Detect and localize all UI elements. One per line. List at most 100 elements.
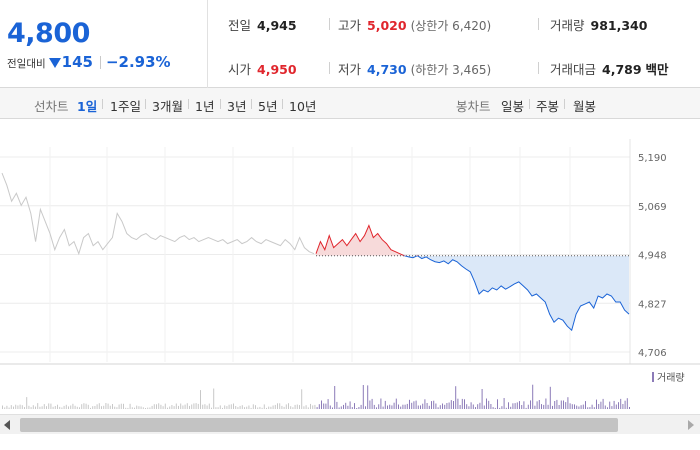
tab-candle-monthly[interactable]: 월봉 xyxy=(573,99,597,114)
volume-bar xyxy=(611,406,613,409)
tab-period-1d[interactable]: 1일 xyxy=(77,99,98,114)
volume-bar xyxy=(585,401,586,409)
series-line-previous xyxy=(1,172,315,256)
volume-bar xyxy=(358,407,360,409)
volume-bar xyxy=(283,406,285,409)
volume-bar xyxy=(252,404,254,409)
volume-bar xyxy=(103,405,105,409)
volume-bar xyxy=(193,403,195,409)
volume-bar xyxy=(499,407,501,409)
volume-bar xyxy=(318,404,320,409)
volume-bar xyxy=(510,406,512,409)
volume-bar xyxy=(35,406,36,409)
chart-scrollbar[interactable] xyxy=(0,414,700,434)
volume-bar xyxy=(450,400,452,409)
volume-bar xyxy=(464,399,465,409)
volume-bar xyxy=(534,405,536,409)
tab-candle-daily[interactable]: 일봉 xyxy=(501,99,525,114)
volume-bar xyxy=(466,404,468,409)
tab-period-3y[interactable]: 3년 xyxy=(227,99,247,114)
volume-bar xyxy=(400,406,402,409)
volume-bar xyxy=(147,407,149,409)
stat-unit: 백만 xyxy=(645,62,669,77)
volume-legend: 거래량 xyxy=(652,372,685,384)
tab-period-5y[interactable]: 5년 xyxy=(258,99,278,114)
volume-bar xyxy=(521,405,523,409)
volume-bar xyxy=(327,399,329,409)
volume-bar xyxy=(257,407,259,409)
volume-bar xyxy=(37,403,39,409)
tab-period-3m[interactable]: 3개월 xyxy=(152,99,183,114)
volume-bar xyxy=(310,403,311,409)
volume-legend-swatch xyxy=(652,372,654,382)
volume-bar xyxy=(494,407,496,409)
volume-bar xyxy=(470,402,472,409)
volume-bar xyxy=(415,400,417,409)
volume-bar xyxy=(596,399,597,409)
volume-bar xyxy=(250,407,252,409)
tab-period-1y[interactable]: 1년 xyxy=(195,99,215,114)
stat-label: 저가 xyxy=(338,62,362,77)
volume-bar xyxy=(477,404,479,409)
tab-period-10y[interactable]: 10년 xyxy=(289,99,317,114)
volume-bar xyxy=(255,405,256,409)
volume-bar xyxy=(602,398,604,409)
volume-bar xyxy=(411,402,413,409)
price-summary: 4,800 전일대비 145 −2.93% xyxy=(0,0,208,88)
volume-bar xyxy=(17,405,19,409)
volume-bar xyxy=(186,403,188,409)
volume-bar xyxy=(424,399,426,409)
volume-bar xyxy=(316,407,318,409)
volume-bar xyxy=(417,405,419,409)
price-chart[interactable]: 5,190 5,069 4,948 4,827 4,706 거래량 xyxy=(0,119,700,414)
volume-bar xyxy=(622,404,624,409)
volume-bar xyxy=(244,407,245,409)
volume-bar xyxy=(178,405,179,409)
volume-bar xyxy=(167,407,168,409)
tab-period-1w[interactable]: 1주일 xyxy=(110,99,141,114)
scrollbar-thumb[interactable] xyxy=(20,418,618,432)
volume-bar xyxy=(101,406,102,409)
area-above-prev-close xyxy=(316,225,629,256)
volume-bar xyxy=(618,402,619,409)
volume-bar xyxy=(501,406,503,409)
volume-bar xyxy=(274,404,276,409)
volume-bar xyxy=(87,404,89,409)
volume-bar xyxy=(490,404,492,409)
divider xyxy=(538,62,539,74)
volume-bar xyxy=(151,405,153,409)
volume-bar xyxy=(65,404,67,409)
volume-bar xyxy=(523,401,525,409)
volume-bar xyxy=(376,407,377,409)
volume-bar xyxy=(120,403,122,409)
scroll-left-icon[interactable] xyxy=(4,420,10,430)
volume-bar xyxy=(589,407,591,409)
volume-bar xyxy=(4,407,6,409)
scroll-right-icon[interactable] xyxy=(688,420,694,430)
volume-bar xyxy=(72,403,74,409)
volume-bar xyxy=(94,406,96,409)
volume-bar xyxy=(409,399,410,409)
y-tick-label: 4,827 xyxy=(638,299,667,310)
volume-bar xyxy=(171,405,173,409)
volume-bar xyxy=(46,406,47,409)
volume-bar xyxy=(532,384,534,409)
volume-bar xyxy=(525,407,527,409)
stock-info-panel: 4,800 전일대비 145 −2.93% 전일 4,945 고가 5,020 (상한가 … xyxy=(0,0,700,88)
volume-bar xyxy=(118,404,120,409)
volume-bar xyxy=(389,404,391,409)
volume-bar xyxy=(222,407,223,409)
stat-open: 시가 4,950 xyxy=(228,59,297,78)
stat-label: 거래량 xyxy=(550,18,585,33)
volume-bar xyxy=(184,404,186,409)
volume-bar xyxy=(574,404,575,409)
volume-bar xyxy=(431,401,432,409)
volume-bar xyxy=(233,403,234,409)
volume-bar xyxy=(61,407,63,409)
volume-bar xyxy=(371,398,373,409)
volume-bar xyxy=(228,404,230,409)
volume-bar xyxy=(514,403,516,409)
volume-bar xyxy=(387,405,388,409)
tab-candle-weekly[interactable]: 주봉 xyxy=(536,99,560,114)
volume-bar xyxy=(488,400,490,409)
